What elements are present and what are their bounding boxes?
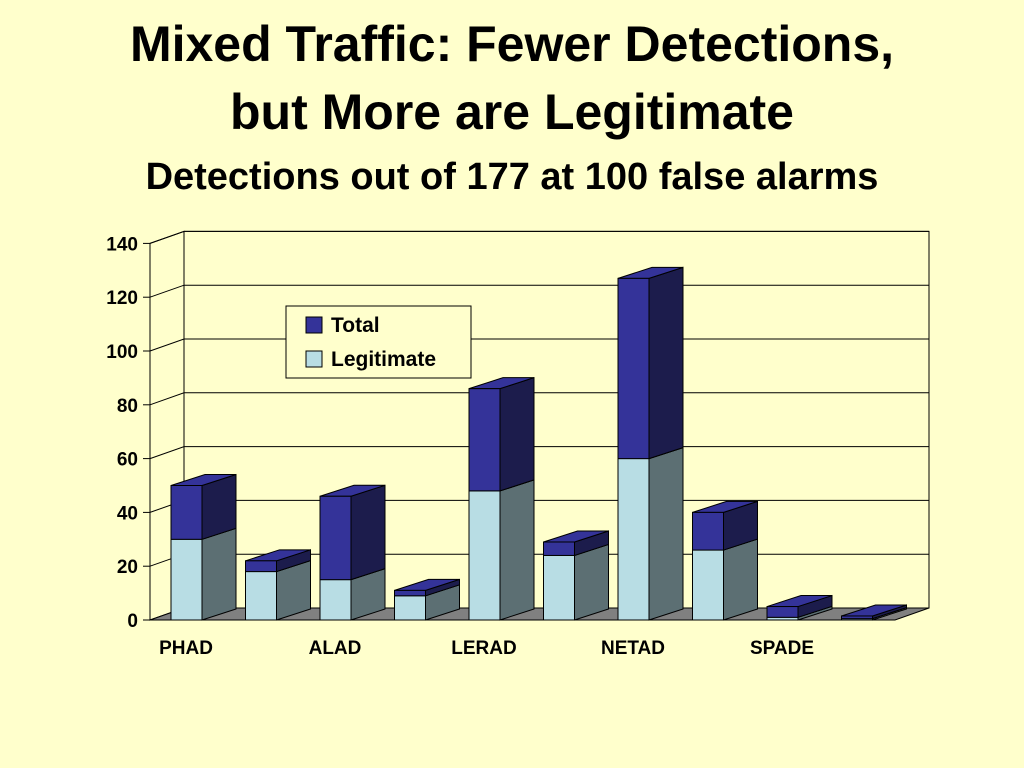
bar-legitimate xyxy=(692,538,758,621)
bar-legitimate-side xyxy=(574,543,609,621)
bar-legitimate xyxy=(170,527,237,621)
y-tick-label: 80 xyxy=(117,396,138,417)
bar-total-front xyxy=(319,495,352,581)
bar-total xyxy=(170,473,237,540)
chart-title-line-1: Mixed Traffic: Fewer Detections, xyxy=(129,16,895,72)
bar-legitimate-side xyxy=(723,538,758,621)
legend-label: Legitimate xyxy=(331,348,436,371)
bar-total-front xyxy=(617,277,650,460)
y-tick-label: 120 xyxy=(106,288,138,309)
bar-total-front xyxy=(543,541,575,556)
x-axis: PHAD ALAD LERAD NETAD SPADE xyxy=(159,638,814,659)
legend-swatch xyxy=(305,350,323,368)
bar-legitimate-front xyxy=(170,538,203,621)
bar-total xyxy=(394,578,460,597)
bar-legitimate-front xyxy=(394,595,426,621)
bar-total-side xyxy=(350,484,386,581)
x-tick-label: NETAD xyxy=(601,638,665,659)
bar-total xyxy=(841,604,907,620)
bar-legitimate xyxy=(617,446,684,621)
bar-legitimate-front xyxy=(319,579,352,621)
bar-legitimate-front xyxy=(617,458,650,621)
x-tick-label: PHAD xyxy=(159,638,213,659)
y-tick-label: 40 xyxy=(117,503,138,524)
chart-subtitle: Detections out of 177 at 100 false alarm… xyxy=(145,156,879,198)
x-tick-label: SPADE xyxy=(750,638,814,659)
bar-total-front xyxy=(468,388,501,492)
bar-total-front xyxy=(841,615,873,620)
bar-total xyxy=(692,500,758,551)
bars xyxy=(170,266,907,621)
bar-total xyxy=(766,594,833,618)
bar-total xyxy=(245,549,311,573)
y-tick-label: 20 xyxy=(117,557,138,578)
bar-total xyxy=(319,484,386,581)
bar-legitimate xyxy=(468,479,535,621)
legend-label: Total xyxy=(331,314,380,337)
bar-legitimate-front xyxy=(468,490,501,621)
gridline xyxy=(149,230,929,244)
y-axis: 0 20 40 60 80 100 120 140 xyxy=(106,234,151,632)
bar-total-front xyxy=(394,589,426,597)
bar-total xyxy=(468,376,535,492)
bar-total xyxy=(543,530,609,557)
bar-legitimate-front xyxy=(543,554,575,621)
chart-title-line-2: but More are Legitimate xyxy=(230,84,794,140)
y-tick-label: 0 xyxy=(127,611,138,632)
bar-legitimate-side xyxy=(201,527,237,621)
y-tick-label: 60 xyxy=(117,450,138,471)
bar-legitimate-side xyxy=(648,446,684,621)
y-tick-label: 100 xyxy=(106,342,138,363)
bar-legitimate-front xyxy=(245,571,277,621)
bar-total-front xyxy=(245,560,277,573)
y-tick-label: 140 xyxy=(106,234,138,255)
legend-swatch xyxy=(305,316,323,334)
bar-total-side xyxy=(648,266,684,460)
bar-total xyxy=(617,266,684,460)
bar-total-front xyxy=(766,606,799,618)
bar-total-front xyxy=(170,485,203,540)
bar-total-front xyxy=(692,511,724,551)
bar-legitimate-side xyxy=(499,479,535,621)
bar-total-side xyxy=(499,376,535,492)
x-tick-label: LERAD xyxy=(451,638,516,659)
legend: Total Legitimate xyxy=(285,305,472,379)
x-tick-label: ALAD xyxy=(309,638,362,659)
bar-legitimate-front xyxy=(692,549,724,621)
